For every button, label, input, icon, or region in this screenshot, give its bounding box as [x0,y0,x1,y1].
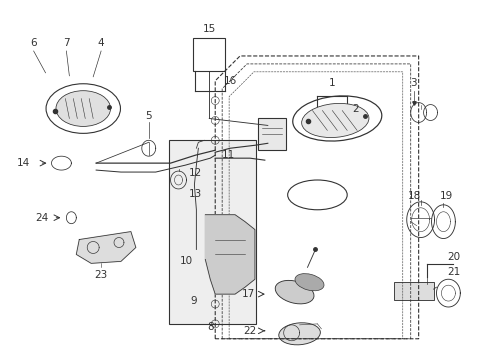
Text: 14: 14 [17,158,30,168]
Text: 11: 11 [221,150,234,160]
Text: 20: 20 [446,252,459,262]
Text: 15: 15 [202,24,216,34]
Bar [193,38,224,71]
Text: 19: 19 [439,191,452,201]
Text: 13: 13 [188,189,202,199]
Text: 6: 6 [30,38,37,48]
Bar [168,140,255,324]
Text: 18: 18 [407,191,421,201]
Text: 24: 24 [35,213,48,223]
Text: 4: 4 [98,38,104,48]
Text: 17: 17 [241,289,254,299]
Text: 22: 22 [243,326,256,336]
Polygon shape [76,231,136,264]
Text: 3: 3 [409,78,416,88]
Text: 10: 10 [180,256,193,266]
Text: 1: 1 [328,78,335,88]
Ellipse shape [278,323,320,345]
Polygon shape [205,215,254,294]
Text: 9: 9 [190,296,196,306]
Ellipse shape [294,274,324,291]
Text: 23: 23 [94,270,107,280]
Text: 7: 7 [63,38,70,48]
Ellipse shape [275,280,313,304]
Ellipse shape [56,91,110,126]
Bar [257,118,285,150]
Text: 21: 21 [446,267,459,277]
Bar [393,282,433,300]
Text: 16: 16 [223,76,236,86]
Text: 5: 5 [145,111,152,121]
Text: 2: 2 [351,104,358,113]
Text: 12: 12 [188,168,202,178]
Text: 8: 8 [206,322,213,332]
Ellipse shape [301,103,368,138]
